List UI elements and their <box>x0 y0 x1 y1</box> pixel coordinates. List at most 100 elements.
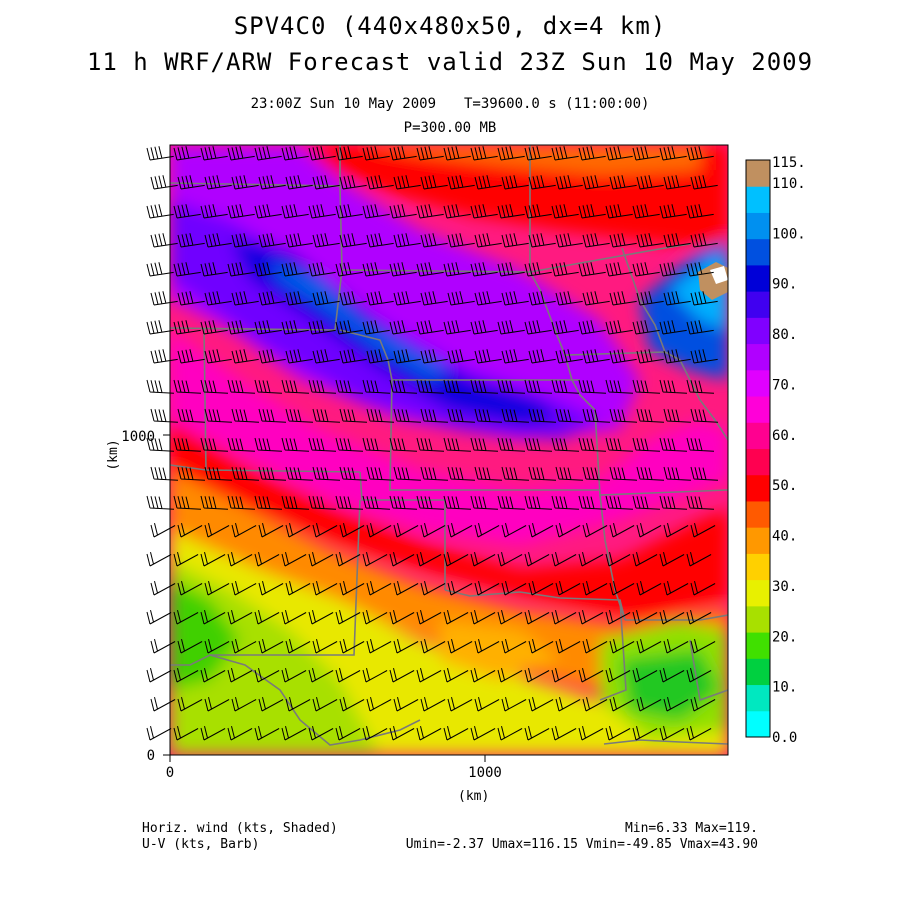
wind-barb <box>200 262 228 277</box>
wind-barb <box>173 262 201 277</box>
wind-barb <box>470 725 496 741</box>
wind-barb <box>173 495 202 510</box>
wind-barb <box>177 466 206 481</box>
wind-barb <box>177 696 203 712</box>
wind-barb <box>555 291 583 306</box>
wind-barb <box>389 437 418 452</box>
wind-barb <box>555 466 584 481</box>
wind-barb <box>420 638 446 654</box>
wind-barb <box>285 291 313 306</box>
wind-barb <box>443 437 472 452</box>
wind-barb <box>285 349 313 364</box>
wind-barb <box>659 146 687 161</box>
colorbar-level-label: 0.0 <box>772 730 797 746</box>
wind-barb <box>551 204 579 219</box>
wind-barb <box>200 379 229 394</box>
wind-barb <box>582 522 608 538</box>
wind-barb <box>605 667 631 683</box>
wind-barb <box>528 696 554 712</box>
colorbar-swatch <box>746 684 770 712</box>
map-frame <box>169 144 729 756</box>
wind-barb <box>420 233 448 248</box>
wind-barb <box>231 638 257 654</box>
wind-barb <box>632 725 658 741</box>
wind-barb <box>474 291 502 306</box>
wind-barb <box>690 291 718 306</box>
wind-barb <box>366 408 395 423</box>
wind-barb <box>416 667 442 683</box>
wind-barb <box>173 609 199 625</box>
wind-barb <box>497 146 525 161</box>
wind-barb <box>582 638 608 654</box>
wind-barb <box>663 522 689 538</box>
wind-barb <box>366 638 392 654</box>
wind-barb <box>254 725 280 741</box>
wind-barb <box>609 233 637 248</box>
wind-barb <box>474 522 500 538</box>
wind-barb <box>389 551 415 567</box>
wind-barb <box>690 580 716 596</box>
wind-barb <box>686 609 712 625</box>
wind-barb <box>659 667 685 683</box>
wind-barb <box>551 667 577 683</box>
wind-barb <box>308 725 334 741</box>
wind-barb <box>497 204 525 219</box>
wind-barb <box>339 522 365 538</box>
colorbar-swatch <box>746 212 770 240</box>
wind-barb <box>497 667 523 683</box>
wind-barb <box>501 638 527 654</box>
wind-barb <box>150 233 178 248</box>
valid-time-line: 23:00Z Sun 10 May 2009 T=39600.0 s (11:00… <box>0 96 900 112</box>
wind-barb <box>524 725 550 741</box>
wind-barb <box>389 204 417 219</box>
wind-barb <box>146 320 174 335</box>
wind-barb <box>443 204 471 219</box>
wind-barb <box>258 233 286 248</box>
y-tick-label-0: 0 <box>147 748 155 764</box>
wind-barb <box>501 175 529 190</box>
wind-barb <box>686 725 712 741</box>
wind-barb <box>281 609 307 625</box>
wind-barb <box>578 437 607 452</box>
wind-barb <box>231 580 257 596</box>
wind-barb <box>258 580 284 596</box>
wind-barb <box>497 262 525 277</box>
wind-barb <box>416 437 445 452</box>
wind-barb <box>497 437 526 452</box>
wind-barb <box>146 146 174 161</box>
plot-title-line2: 11 h WRF/ARW Forecast valid 23Z Sun 10 M… <box>86 48 814 76</box>
colorbar-level-label: 115. <box>772 155 806 171</box>
wind-barb <box>659 204 687 219</box>
wind-barb <box>551 262 579 277</box>
wind-barb <box>420 696 446 712</box>
wind-barb <box>335 262 363 277</box>
footer-minmax: Min=6.33 Max=119. <box>624 821 758 836</box>
colorbar-swatch <box>746 343 770 371</box>
wind-barb <box>150 466 179 481</box>
wind-barb <box>312 522 338 538</box>
wind-barb <box>150 291 178 306</box>
wind-barb <box>285 580 311 596</box>
wind-barb <box>389 262 417 277</box>
wind-barb <box>578 667 604 683</box>
wind-barb <box>258 291 286 306</box>
wind-barb <box>281 495 310 510</box>
wind-barb <box>663 175 691 190</box>
wind-barb <box>690 638 716 654</box>
wind-barb <box>501 696 527 712</box>
wind-barb <box>470 320 498 335</box>
wind-barb <box>254 667 280 683</box>
wind-barb <box>281 262 309 277</box>
wind-barb <box>254 437 283 452</box>
wind-barb <box>285 408 314 423</box>
wind-barb <box>204 522 230 538</box>
wind-barb <box>524 146 552 161</box>
wind-barb <box>551 437 580 452</box>
wind-barb <box>393 580 419 596</box>
wind-barb <box>146 437 175 452</box>
wind-barb <box>339 175 367 190</box>
wind-barb <box>254 551 280 567</box>
wind-barb <box>227 609 253 625</box>
wind-barb <box>146 379 175 394</box>
wind-barb <box>443 379 472 394</box>
